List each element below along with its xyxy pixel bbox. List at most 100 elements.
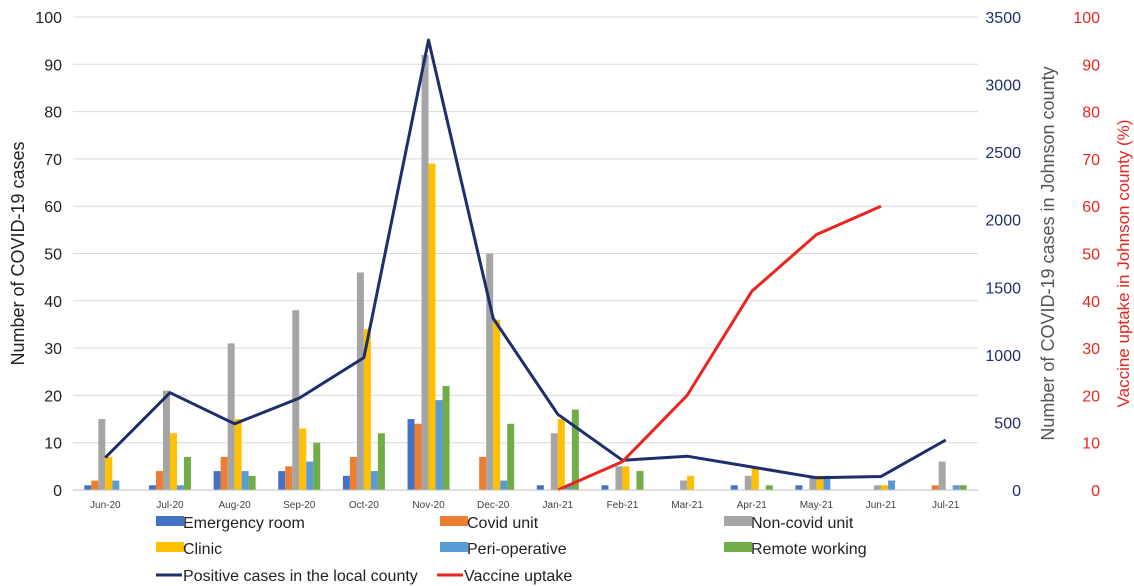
bar-clinic-jul-20: [170, 433, 177, 490]
y-tick-left-80: 80: [44, 105, 62, 122]
y-tick-left-60: 60: [44, 199, 62, 216]
bar-clinic-jun-21: [881, 485, 888, 490]
x-tick-dec-20: Dec-20: [477, 500, 510, 511]
bar-peri-operative-jul-21: [953, 485, 960, 490]
y-tick-right-3000: 3000: [985, 78, 1021, 95]
bar-emergency-room-apr-21: [731, 485, 738, 490]
y-tick-left-100: 100: [35, 10, 62, 27]
bar-covid-unit-aug-20: [221, 457, 228, 490]
x-tick-aug-20: Aug-20: [218, 500, 251, 511]
legend-swatch-peri-operative: [440, 542, 468, 552]
bar-covid-unit-sep-20: [285, 466, 292, 490]
bar-covid-unit-dec-20: [479, 457, 486, 490]
x-tick-feb-21: Feb-21: [607, 500, 639, 511]
y-tick-right2-40: 40: [1082, 294, 1100, 311]
bar-emergency-room-may-21: [795, 485, 802, 490]
y-tick-right2-20: 20: [1082, 388, 1100, 405]
x-tick-may-21: May-21: [800, 500, 834, 511]
bar-clinic-jan-21: [558, 419, 565, 490]
y-tick-left-70: 70: [44, 152, 62, 169]
bar-emergency-room-feb-21: [601, 485, 608, 490]
bar-clinic-apr-21: [752, 466, 759, 490]
y-tick-right-3500: 3500: [985, 10, 1021, 27]
y-tick-right2-0: 0: [1091, 483, 1100, 500]
legend-label-peri-operative: Peri-operative: [467, 541, 567, 558]
bar-non-covid-unit-aug-20: [228, 343, 235, 490]
bar-peri-operative-oct-20: [371, 471, 378, 490]
y-tick-left-20: 20: [44, 388, 62, 405]
y-tick-left-50: 50: [44, 247, 62, 264]
x-tick-jan-21: Jan-21: [543, 500, 574, 511]
bar-emergency-room-jan-21: [537, 485, 544, 490]
legend-label-non-covid-unit: Non-covid unit: [751, 515, 854, 532]
bar-clinic-nov-20: [429, 164, 436, 490]
bar-non-covid-unit-jun-20: [98, 419, 105, 490]
x-tick-jun-20: Jun-20: [90, 500, 121, 511]
bar-clinic-jun-20: [105, 457, 112, 490]
bar-covid-unit-oct-20: [350, 457, 357, 490]
legend-swatch-emergency-room: [156, 516, 184, 526]
bar-emergency-room-sep-20: [278, 471, 285, 490]
bar-remote-working-jul-21: [960, 485, 967, 490]
x-tick-mar-21: Mar-21: [671, 500, 703, 511]
bar-non-covid-unit-jul-20: [163, 391, 170, 490]
y-tick-right-500: 500: [994, 415, 1021, 432]
bar-emergency-room-jun-20: [84, 485, 91, 490]
x-tick-jul-20: Jul-20: [156, 500, 184, 511]
bar-peri-operative-dec-20: [500, 481, 507, 490]
y-tick-left-0: 0: [53, 483, 62, 500]
x-tick-nov-20: Nov-20: [412, 500, 445, 511]
bar-non-covid-unit-nov-20: [422, 55, 429, 490]
bar-covid-unit-jul-20: [156, 471, 163, 490]
legend-swatch-remote-working: [724, 542, 752, 552]
legend: Emergency room Covid unit Non-covid unit Cl…: [156, 515, 867, 585]
bar-remote-working-oct-20: [378, 433, 385, 490]
x-tick-jul-21: Jul-21: [932, 500, 960, 511]
x-tick-sep-20: Sep-20: [283, 500, 316, 511]
bar-peri-operative-jun-20: [112, 481, 119, 490]
legend-swatch-non-covid-unit: [724, 516, 752, 526]
bar-covid-unit-jun-20: [91, 481, 98, 490]
y-tick-left-90: 90: [44, 57, 62, 74]
y-axis-title-right: Number of COVID-19 cases in Johnson coun…: [1038, 66, 1058, 440]
line-series: [105, 40, 945, 490]
bar-peri-operative-sep-20: [306, 462, 313, 490]
bar-non-covid-unit-apr-21: [745, 476, 752, 490]
bar-remote-working-feb-21: [636, 471, 643, 490]
bar-emergency-room-oct-20: [343, 476, 350, 490]
bar-non-covid-unit-feb-21: [615, 466, 622, 490]
legend-label-covid-unit: Covid unit: [467, 515, 539, 532]
bar-clinic-aug-20: [235, 419, 242, 490]
bar-peri-operative-jul-20: [177, 485, 184, 490]
bar-series: [84, 55, 966, 490]
bar-emergency-room-aug-20: [214, 471, 221, 490]
bar-covid-unit-jul-21: [932, 485, 939, 490]
y-tick-left-40: 40: [44, 294, 62, 311]
y-tick-right2-30: 30: [1082, 341, 1100, 358]
legend-swatch-clinic: [156, 542, 184, 552]
y-tick-right2-50: 50: [1082, 247, 1100, 264]
bar-clinic-feb-21: [622, 466, 629, 490]
y-tick-right2-70: 70: [1082, 152, 1100, 169]
x-tick-oct-20: Oct-20: [349, 500, 379, 511]
legend-label-emergency-room: Emergency room: [183, 515, 305, 532]
bar-clinic-sep-20: [299, 429, 306, 490]
y-tick-right-1000: 1000: [985, 348, 1021, 365]
bar-emergency-room-nov-20: [408, 419, 415, 490]
legend-label-positive-cases-in-the-local-county: Positive cases in the local county: [183, 568, 418, 585]
bar-peri-operative-jun-21: [888, 481, 895, 490]
bar-peri-operative-nov-20: [436, 400, 443, 490]
bar-clinic-dec-20: [493, 320, 500, 490]
bar-covid-unit-nov-20: [415, 424, 422, 490]
y-tick-left-10: 10: [44, 436, 62, 453]
y-tick-right2-100: 100: [1073, 10, 1100, 27]
bar-non-covid-unit-jul-21: [939, 462, 946, 490]
y-tick-right-2000: 2000: [985, 213, 1021, 230]
bar-non-covid-unit-jun-21: [874, 485, 881, 490]
bar-remote-working-jul-20: [184, 457, 191, 490]
y-tick-right2-90: 90: [1082, 57, 1100, 74]
bar-remote-working-aug-20: [249, 476, 256, 490]
x-tick-jun-21: Jun-21: [866, 500, 897, 511]
bar-remote-working-apr-21: [766, 485, 773, 490]
bar-remote-working-sep-20: [313, 443, 320, 490]
